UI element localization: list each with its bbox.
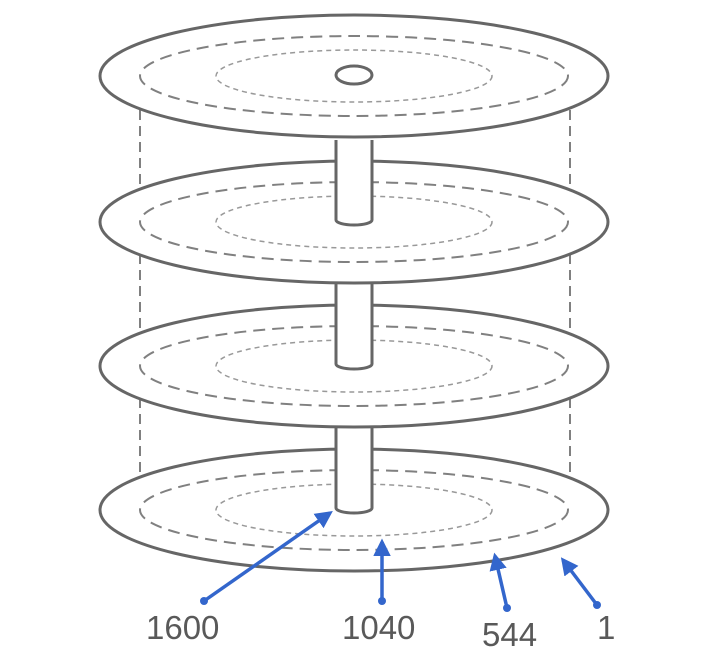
- arrow-544: [489, 552, 511, 612]
- arrow-1600: [200, 510, 333, 605]
- spindle-segment-2: [334, 284, 374, 371]
- platter-1: [98, 13, 610, 139]
- platter-1-inner-track: [215, 49, 493, 103]
- label-cylinder-544: 544: [482, 616, 538, 653]
- arrow-1040: [373, 538, 391, 605]
- spindle-hole: [334, 64, 374, 86]
- platter-1-outer-track: [139, 35, 569, 117]
- arrow-1: [560, 557, 601, 609]
- label-cylinder-1600: 1600: [146, 609, 220, 646]
- label-cylinder-1: 1: [597, 609, 616, 646]
- spindle-segment-3: [334, 428, 374, 515]
- spindle-segment-1: [334, 140, 374, 227]
- label-cylinder-1040: 1040: [342, 609, 416, 646]
